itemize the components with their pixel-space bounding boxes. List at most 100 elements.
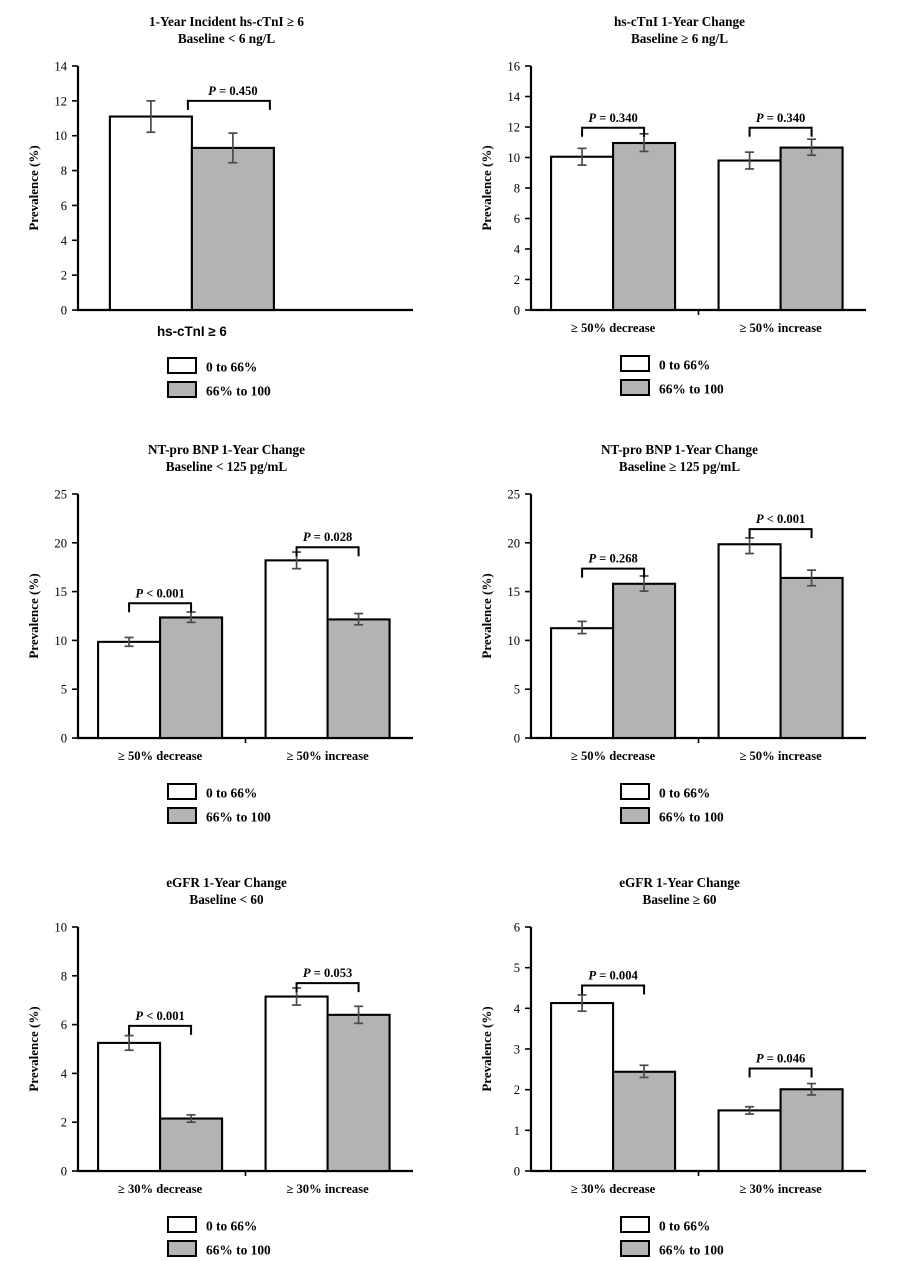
bar-gray: [159, 616, 224, 740]
error-bar: [228, 132, 238, 164]
error-bar: [639, 1064, 649, 1079]
legend-swatch-white: [620, 1216, 650, 1233]
legend-label-gray: 66% to 100: [206, 384, 271, 399]
y-axis-label: Prevalence (%): [479, 1006, 494, 1091]
legend-label-white: 0 to 66%: [206, 360, 257, 375]
significance-bracket: [581, 567, 646, 578]
significance-bracket: [748, 126, 813, 137]
legend-label-white: 0 to 66%: [659, 1219, 710, 1234]
significance-annotations: P = 0.340 P = 0.340: [581, 111, 813, 137]
legend-label-white: 0 to 66%: [659, 358, 710, 373]
y-tick-label: 5: [514, 961, 520, 975]
error-bar: [577, 994, 587, 1013]
error-bar: [807, 569, 817, 587]
legend: 0 to 66% 66% to 100: [167, 783, 271, 825]
error-bars-group: [577, 133, 817, 170]
bars-group: [108, 115, 275, 312]
y-tick-label: 1: [514, 1124, 520, 1138]
p-value-label: P < 0.001: [135, 1009, 185, 1023]
legend-label-gray: 66% to 100: [206, 1243, 271, 1258]
chart-title-group: eGFR 1-Year Change Baseline ≥ 60: [619, 875, 740, 907]
x-category-label: ≥ 50% increase: [739, 749, 822, 763]
legend-swatch-white: [620, 355, 650, 372]
bar-gray: [326, 618, 391, 740]
error-bars-group: [146, 100, 238, 164]
y-axis-label: Prevalence (%): [479, 573, 494, 658]
y-tick-label: 15: [54, 585, 67, 599]
bar-white: [108, 115, 193, 312]
significance-bracket: [748, 1067, 813, 1078]
error-bars-group: [577, 537, 817, 635]
y-axis-label: Prevalence (%): [26, 573, 41, 658]
significance-annotations: P = 0.004 P = 0.046: [581, 969, 813, 1078]
y-tick-label: 0: [61, 304, 67, 318]
error-bar: [807, 138, 817, 157]
legend: 0 to 66% 66% to 100: [167, 357, 271, 399]
significance-bracket: [295, 982, 360, 993]
legend-label-gray: 66% to 100: [659, 810, 724, 825]
y-tick-label: 8: [514, 182, 520, 196]
significance-bracket: [581, 984, 646, 995]
bars-group: [550, 141, 844, 312]
y-tick-label: 10: [54, 634, 67, 648]
x-category-label: ≥ 50% increase: [286, 749, 369, 763]
chart-title: NT-pro BNP 1-Year Change: [148, 442, 305, 457]
bar-white: [717, 543, 782, 740]
p-value-label: P = 0.450: [208, 84, 258, 98]
legend-label-white: 0 to 66%: [206, 1219, 257, 1234]
y-tick-label: 3: [514, 1043, 520, 1057]
y-tick-label: 2: [61, 1116, 67, 1130]
y-tick-label: 0: [61, 732, 67, 746]
legend-swatch-white: [620, 783, 650, 800]
x-category-labels: ≥ 50% decrease ≥ 50% increase: [571, 321, 822, 335]
bar-gray: [326, 1013, 391, 1173]
p-value-label: P = 0.340: [588, 111, 638, 125]
significance-bracket: [748, 528, 813, 539]
legend: 0 to 66% 66% to 100: [620, 783, 724, 825]
bar-white: [550, 627, 615, 740]
chart-subtitle: Baseline < 125 pg/mL: [166, 459, 288, 474]
chart-title: eGFR 1-Year Change: [619, 875, 740, 890]
p-value-label: P = 0.004: [588, 969, 638, 983]
legend-swatch-gray: [167, 807, 197, 824]
error-bar: [146, 100, 156, 134]
chart-title-group: NT-pro BNP 1-Year Change Baseline ≥ 125 p…: [601, 442, 758, 474]
chart-title-group: eGFR 1-Year Change Baseline < 60: [166, 875, 287, 907]
y-tick-label: 10: [54, 129, 67, 143]
chart-title: 1-Year Incident hs-cTnI ≥ 6: [149, 14, 304, 29]
bar-white: [97, 640, 162, 740]
chart-subtitle: Baseline < 6 ng/L: [178, 31, 275, 46]
legend-label-white: 0 to 66%: [659, 786, 710, 801]
error-bars-group: [577, 994, 817, 1115]
error-bar: [807, 1082, 817, 1096]
error-bar: [124, 636, 134, 648]
y-tick-label: 4: [514, 1002, 521, 1016]
x-category-label: ≥ 30% decrease: [571, 1182, 656, 1196]
bar-white: [717, 1109, 782, 1173]
y-tick-label: 0: [514, 304, 520, 318]
legend-swatch-gray: [620, 379, 650, 396]
chart-panel-2: hs-cTnI 1-Year Change Baseline ≥ 6 ng/L 0 2…: [453, 0, 906, 420]
bar-white: [97, 1041, 162, 1173]
significance-annotations: P = 0.268 P < 0.001: [581, 512, 813, 578]
bar-gray: [779, 1088, 844, 1173]
x-category-label: ≥ 30% increase: [739, 1182, 822, 1196]
chart-panel-4: NT-pro BNP 1-Year Change Baseline ≥ 125 p…: [453, 420, 906, 855]
significance-annotations: P < 0.001 P = 0.028: [128, 530, 360, 613]
p-value-label: P = 0.340: [756, 111, 806, 125]
legend-label-white: 0 to 66%: [206, 786, 257, 801]
legend: 0 to 66% 66% to 100: [620, 1216, 724, 1258]
p-value-label: P < 0.001: [756, 512, 806, 526]
bar-white: [550, 1001, 615, 1173]
bars-group: [550, 1001, 844, 1173]
error-bar: [186, 1114, 196, 1124]
error-bar: [354, 1005, 364, 1025]
y-tick-label: 16: [507, 60, 520, 74]
y-axis-label: Prevalence (%): [26, 145, 41, 230]
legend-swatch-white: [167, 1216, 197, 1233]
y-tick-label: 6: [514, 212, 520, 226]
bar-gray: [779, 576, 844, 740]
significance-bracket: [186, 99, 271, 110]
chart-svg-4: NT-pro BNP 1-Year Change Baseline ≥ 125 p…: [479, 442, 866, 825]
